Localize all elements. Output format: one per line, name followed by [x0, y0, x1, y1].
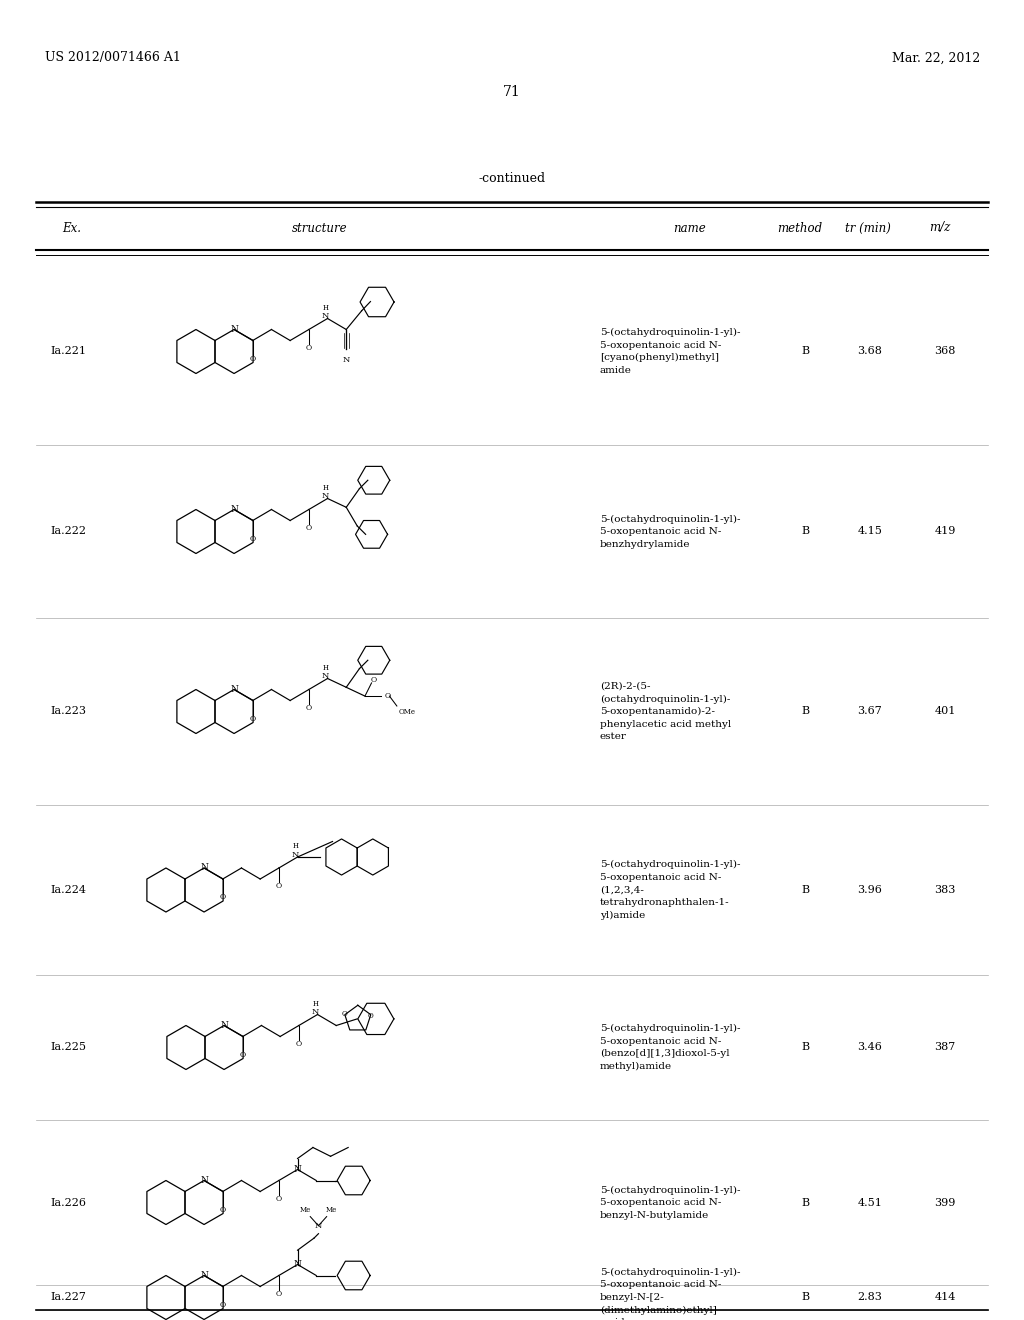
- Text: O: O: [306, 524, 312, 532]
- Text: Ia.226: Ia.226: [50, 1197, 86, 1208]
- Text: Ia.227: Ia.227: [50, 1292, 86, 1303]
- Text: B: B: [801, 706, 809, 717]
- Text: 3.96: 3.96: [857, 884, 883, 895]
- Text: O: O: [220, 1205, 226, 1213]
- Text: method: method: [777, 222, 822, 235]
- Text: H: H: [323, 304, 329, 312]
- Text: N: N: [322, 492, 330, 500]
- Text: N: N: [343, 356, 350, 364]
- Text: N: N: [294, 1166, 301, 1173]
- Text: 5-(octahydroquinolin-1-yl)-
5-oxopentanoic acid N-
(benzo[d][1,3]dioxol-5-yl
met: 5-(octahydroquinolin-1-yl)- 5-oxopentano…: [600, 1024, 740, 1071]
- Text: O: O: [306, 704, 312, 711]
- Text: N: N: [314, 1222, 323, 1230]
- Text: N: N: [230, 325, 238, 334]
- Text: OMe: OMe: [399, 708, 416, 715]
- Text: O: O: [371, 676, 377, 684]
- Text: 4.51: 4.51: [857, 1197, 883, 1208]
- Text: 5-(octahydroquinolin-1-yl)-
5-oxopentanoic acid N-
benzyl-N-butylamide: 5-(octahydroquinolin-1-yl)- 5-oxopentano…: [600, 1185, 740, 1220]
- Text: N: N: [322, 672, 330, 681]
- Text: 387: 387: [934, 1043, 955, 1052]
- Text: 419: 419: [934, 527, 955, 536]
- Text: H: H: [312, 999, 318, 1007]
- Text: 414: 414: [934, 1292, 955, 1303]
- Text: O: O: [240, 1051, 246, 1059]
- Text: Me: Me: [300, 1205, 311, 1213]
- Text: N: N: [312, 1008, 319, 1016]
- Text: O: O: [368, 1011, 374, 1019]
- Text: Ia.223: Ia.223: [50, 706, 86, 717]
- Text: 5-(octahydroquinolin-1-yl)-
5-oxopentanoic acid N-
[cyano(phenyl)methyl]
amide: 5-(octahydroquinolin-1-yl)- 5-oxopentano…: [600, 329, 740, 375]
- Text: 5-(octahydroquinolin-1-yl)-
5-oxopentanoic acid N-
(1,2,3,4-
tetrahydronaphthale: 5-(octahydroquinolin-1-yl)- 5-oxopentano…: [600, 861, 740, 920]
- Text: N: N: [200, 1271, 208, 1280]
- Text: Ia.222: Ia.222: [50, 527, 86, 536]
- Text: O: O: [275, 882, 282, 890]
- Text: O: O: [275, 1195, 282, 1203]
- Text: 3.67: 3.67: [858, 706, 883, 717]
- Text: Ex.: Ex.: [62, 222, 82, 235]
- Text: 4.15: 4.15: [857, 527, 883, 536]
- Text: m/z: m/z: [930, 222, 950, 235]
- Text: N: N: [322, 313, 330, 321]
- Text: O: O: [250, 535, 256, 543]
- Text: 71: 71: [503, 84, 521, 99]
- Text: B: B: [801, 346, 809, 356]
- Text: N: N: [220, 1020, 228, 1030]
- Text: -continued: -continued: [478, 172, 546, 185]
- Text: H: H: [323, 664, 329, 672]
- Text: Ia.224: Ia.224: [50, 884, 86, 895]
- Text: B: B: [801, 527, 809, 536]
- Text: tr (min): tr (min): [845, 222, 891, 235]
- Text: 5-(octahydroquinolin-1-yl)-
5-oxopentanoic acid N-
benzhydrylamide: 5-(octahydroquinolin-1-yl)- 5-oxopentano…: [600, 515, 740, 549]
- Text: 2.83: 2.83: [857, 1292, 883, 1303]
- Text: N: N: [294, 1261, 301, 1269]
- Text: Ia.225: Ia.225: [50, 1043, 86, 1052]
- Text: 5-(octahydroquinolin-1-yl)-
5-oxopentanoic acid N-
benzyl-N-[2-
(dimethylamino)e: 5-(octahydroquinolin-1-yl)- 5-oxopentano…: [600, 1267, 740, 1320]
- Text: (2R)-2-(5-
(octahydroquinolin-1-yl)-
5-oxopentanamido)-2-
phenylacetic acid meth: (2R)-2-(5- (octahydroquinolin-1-yl)- 5-o…: [600, 682, 731, 742]
- Text: 399: 399: [934, 1197, 955, 1208]
- Text: H: H: [293, 842, 299, 850]
- Text: O: O: [342, 1010, 348, 1018]
- Text: name: name: [674, 222, 707, 235]
- Text: O: O: [384, 692, 390, 700]
- Text: H: H: [323, 483, 329, 491]
- Text: 368: 368: [934, 346, 955, 356]
- Text: 3.46: 3.46: [857, 1043, 883, 1052]
- Text: B: B: [801, 1292, 809, 1303]
- Text: O: O: [250, 355, 256, 363]
- Text: 3.68: 3.68: [857, 346, 883, 356]
- Text: Ia.221: Ia.221: [50, 346, 86, 356]
- Text: O: O: [275, 1290, 282, 1298]
- Text: N: N: [230, 685, 238, 694]
- Text: 401: 401: [934, 706, 955, 717]
- Text: N: N: [230, 506, 238, 513]
- Text: Mar. 22, 2012: Mar. 22, 2012: [892, 51, 980, 65]
- Text: O: O: [306, 343, 312, 351]
- Text: structure: structure: [292, 222, 348, 235]
- Text: N: N: [200, 863, 208, 873]
- Text: B: B: [801, 1197, 809, 1208]
- Text: N: N: [292, 851, 299, 859]
- Text: O: O: [296, 1040, 302, 1048]
- Text: O: O: [220, 1300, 226, 1308]
- Text: Me: Me: [326, 1205, 337, 1213]
- Text: B: B: [801, 1043, 809, 1052]
- Text: B: B: [801, 884, 809, 895]
- Text: O: O: [220, 894, 226, 902]
- Text: US 2012/0071466 A1: US 2012/0071466 A1: [45, 51, 181, 65]
- Text: N: N: [200, 1176, 208, 1185]
- Text: 383: 383: [934, 884, 955, 895]
- Text: O: O: [250, 714, 256, 722]
